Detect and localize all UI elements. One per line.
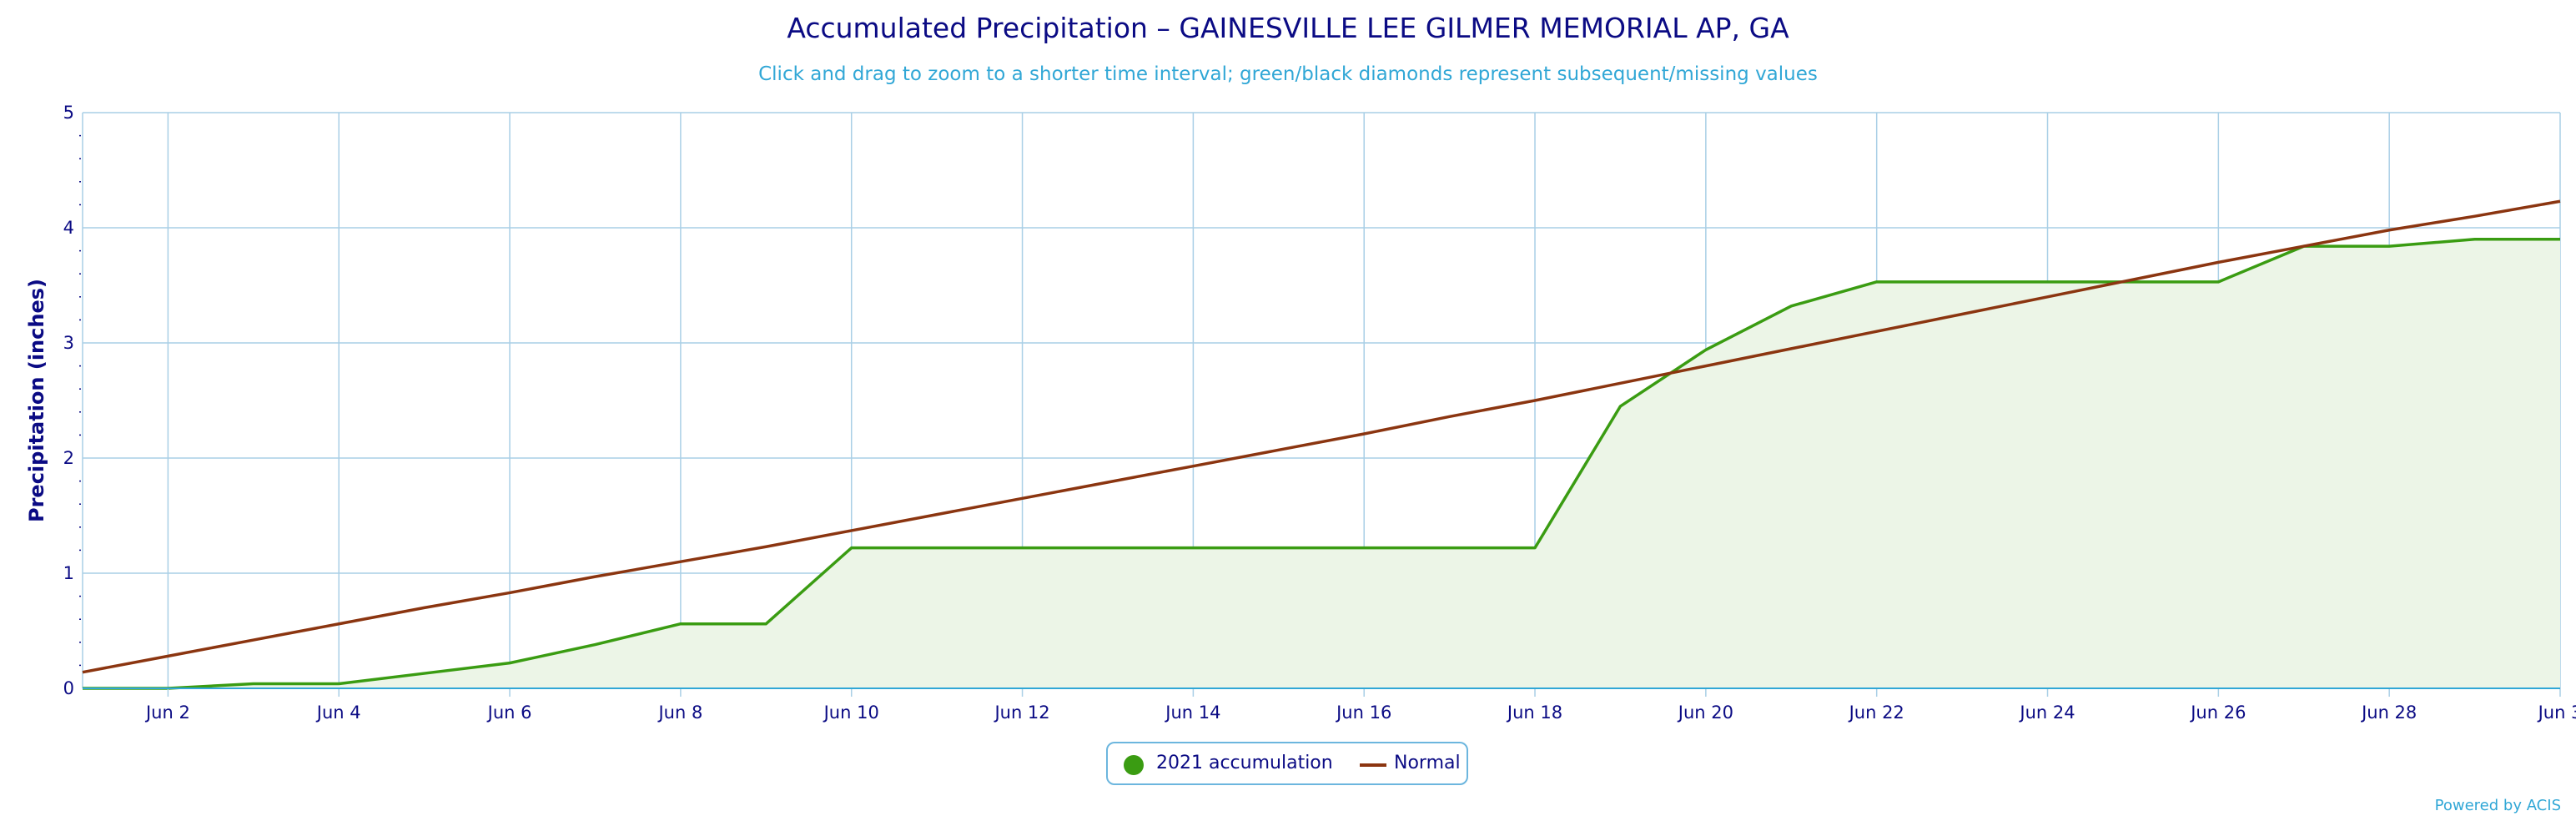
- series-lines: [82, 199, 2561, 690]
- x-tick-label: Jun 6: [486, 703, 532, 723]
- x-tick-label: Jun 2: [144, 703, 190, 723]
- chart-subtitle: Click and drag to zoom to a shorter time…: [758, 63, 1818, 85]
- x-tick-label: Jun 20: [1677, 703, 1733, 723]
- axes: 0 1 2 3 4 5 Jun 2 Jun 4 Jun 6 Jun 8 Jun 10 Jun 12 Ju…: [63, 103, 2576, 723]
- y-tick-label: 5: [63, 103, 74, 123]
- legend: 2021 accumulation Normal: [1106, 742, 1468, 785]
- series-line-accumulation: [83, 238, 2560, 690]
- accumulation-area-fill: [83, 239, 2560, 688]
- legend-accumulation-marker[interactable]: [1124, 755, 1144, 775]
- x-tick-label: Jun 14: [1164, 703, 1220, 723]
- y-tick-label: 2: [63, 448, 74, 468]
- x-tick-label: Jun 4: [315, 703, 361, 723]
- legend-normal-marker[interactable]: [1360, 763, 1386, 767]
- y-tick-label: 4: [63, 218, 74, 238]
- x-tick-label: Jun 28: [2360, 703, 2417, 723]
- chart-title: Accumulated Precipitation – GAINESVILLE …: [787, 12, 1789, 44]
- legend-normal-label[interactable]: Normal: [1394, 753, 1461, 773]
- series-line-normal: [82, 199, 2561, 674]
- credit-link[interactable]: Powered by ACIS: [2434, 797, 2561, 814]
- x-tick-label: Jun 10: [823, 703, 879, 723]
- x-tick-label: Jun 26: [2189, 703, 2246, 723]
- legend-accumulation-label[interactable]: 2021 accumulation: [1156, 753, 1333, 773]
- x-tick-label: Jun 3: [2537, 703, 2576, 723]
- x-tick-label: Jun 24: [2018, 703, 2075, 723]
- x-tick-label: Jun 16: [1335, 703, 1391, 723]
- accumulation-area: [83, 239, 2560, 688]
- y-tick-label: 3: [63, 333, 74, 353]
- x-tick-label: Jun 18: [1506, 703, 1562, 723]
- x-tick-label: Jun 12: [993, 703, 1049, 723]
- x-tick-label: Jun 22: [1848, 703, 1904, 723]
- y-tick-label: 1: [63, 563, 74, 583]
- y-tick-label: 0: [63, 678, 74, 698]
- x-tick-label: Jun 8: [657, 703, 702, 723]
